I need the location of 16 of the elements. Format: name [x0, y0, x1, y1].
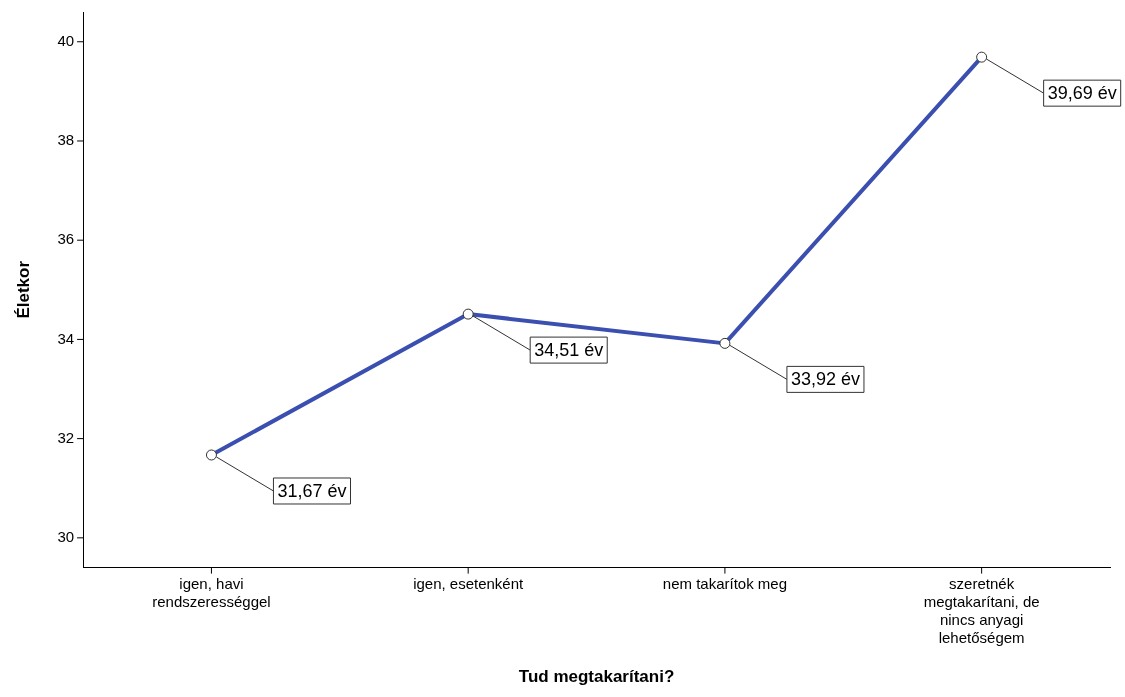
data-label: 34,51 év — [534, 340, 604, 361]
data-label: 31,67 év — [277, 480, 347, 501]
x-tick-label: igen, havi rendszerességgel — [152, 574, 271, 610]
y-tick-label: 32 — [57, 428, 75, 446]
y-tick-label: 30 — [57, 527, 75, 545]
data-label: 33,92 év — [790, 369, 860, 390]
x-tick-label: nem takarítok meg — [662, 574, 788, 592]
x-tick-label: igen, esetenként — [413, 574, 525, 592]
x-axis-title: Tud megtakarítani? — [518, 667, 675, 687]
y-tick-label: 40 — [57, 31, 75, 49]
data-label: 39,69 év — [1047, 83, 1117, 104]
y-tick-label: 38 — [57, 131, 75, 149]
y-tick-label: 34 — [57, 329, 75, 347]
y-axis-title: Életkor — [13, 260, 33, 319]
x-tick-label: szeretnék megtakarítani, de nincs anyagi lehetőségem — [923, 574, 1040, 646]
y-tick-label: 36 — [57, 230, 75, 248]
